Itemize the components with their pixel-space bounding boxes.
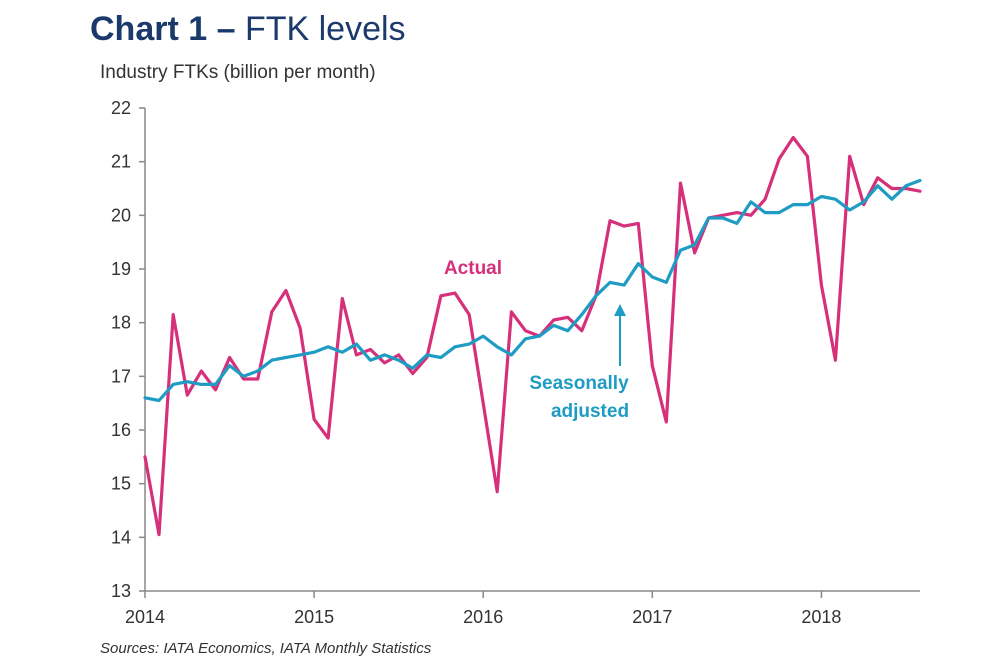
- x-tick-label: 2018: [801, 607, 841, 627]
- x-tick-label: 2014: [125, 607, 165, 627]
- x-tick-label: 2015: [294, 607, 334, 627]
- chart-title-bold: Chart 1 –: [90, 10, 236, 48]
- chart-title-rest: FTK levels: [235, 10, 406, 48]
- series-line-seasonally-adjusted: [143, 178, 922, 403]
- series-line-actual: [143, 135, 922, 537]
- y-tick-label: 13: [111, 581, 131, 601]
- annotation-seasonally: Seasonally: [529, 373, 629, 394]
- y-tick-label: 15: [111, 474, 131, 494]
- chart-axes: 13 14 15 16 17 18 19 20 21 22 2014 2015 2016 2017 2018: [111, 98, 920, 627]
- annotation-actual: Actual: [444, 258, 502, 279]
- y-tick-label: 20: [111, 205, 131, 225]
- y-tick-label: 21: [111, 152, 131, 172]
- series-layer: [143, 135, 922, 537]
- y-tick-label: 18: [111, 313, 131, 333]
- chart-title: Chart 1 – FTK levels: [90, 10, 406, 49]
- x-tick-label: 2016: [463, 607, 503, 627]
- annotation-adjusted: adjusted: [551, 401, 629, 422]
- annotation-arrow-head: [614, 304, 626, 316]
- source-note: Sources: IATA Economics, IATA Monthly St…: [100, 640, 432, 657]
- y-tick-label: 19: [111, 259, 131, 279]
- y-tick-label: 16: [111, 420, 131, 440]
- annotation-layer: Actual Seasonally adjusted: [444, 258, 629, 422]
- y-tick-label: 14: [111, 527, 131, 547]
- x-tick-label: 2017: [632, 607, 672, 627]
- y-axis-label: Industry FTKs (billion per month): [100, 62, 376, 83]
- y-tick-label: 22: [111, 98, 131, 118]
- y-tick-label: 17: [111, 366, 131, 386]
